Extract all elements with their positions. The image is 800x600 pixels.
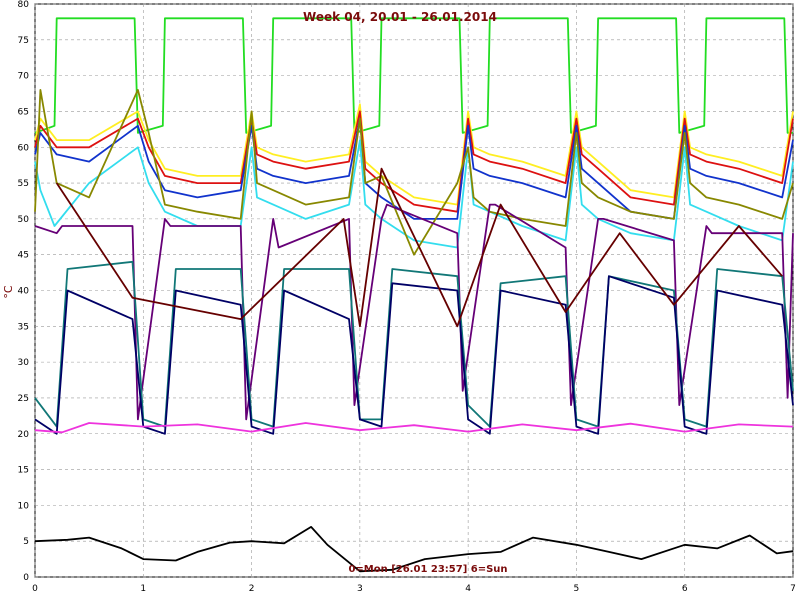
y-tick-label: 25 bbox=[18, 394, 29, 404]
x-tick-label: 1 bbox=[140, 584, 146, 594]
y-axis-label: °C bbox=[2, 285, 15, 299]
series-line-black bbox=[34, 526, 794, 573]
series-line-cyan bbox=[34, 139, 794, 249]
y-tick-label: 35 bbox=[18, 322, 29, 332]
y-tick-label: 65 bbox=[18, 107, 29, 117]
y-tick-label: 20 bbox=[18, 430, 30, 440]
y-tick-label: 5 bbox=[23, 537, 29, 547]
x-tick-label: 4 bbox=[465, 584, 471, 594]
y-tick-label: 60 bbox=[18, 143, 30, 153]
y-tick-label: 0 bbox=[23, 573, 29, 583]
y-tick-label: 75 bbox=[18, 36, 29, 46]
series-lines bbox=[34, 17, 794, 573]
x-tick-label: 7 bbox=[790, 584, 796, 594]
y-tick-label: 80 bbox=[18, 0, 30, 10]
y-tick-label: 15 bbox=[18, 466, 29, 476]
x-tick-label: 5 bbox=[574, 584, 580, 594]
y-tick-label: 30 bbox=[18, 358, 30, 368]
grid bbox=[34, 3, 794, 578]
series-line-magenta bbox=[34, 422, 794, 434]
x-tick-label: 6 bbox=[682, 584, 688, 594]
x-tick-label: 2 bbox=[249, 584, 255, 594]
y-tick-label: 50 bbox=[18, 215, 30, 225]
series-line-red bbox=[34, 110, 794, 213]
y-tick-label: 45 bbox=[18, 251, 29, 261]
x-tick-label: 0 bbox=[32, 584, 38, 594]
series-line-navy bbox=[34, 275, 794, 435]
series-line-olive bbox=[34, 89, 794, 256]
y-tick-label: 10 bbox=[18, 501, 30, 511]
series-line-purple bbox=[34, 203, 794, 421]
x-axis-caption: 0=Mon [26.01 23:57] 6=Sun bbox=[348, 564, 507, 575]
y-tick-label: 70 bbox=[18, 72, 30, 82]
chart-title: Week 04, 20.01 - 26.01.2014 bbox=[303, 10, 497, 24]
y-tick-label: 40 bbox=[18, 287, 30, 297]
series-line-maroon bbox=[55, 167, 783, 328]
x-tick-label: 3 bbox=[357, 584, 363, 594]
y-tick-label: 55 bbox=[18, 179, 29, 189]
